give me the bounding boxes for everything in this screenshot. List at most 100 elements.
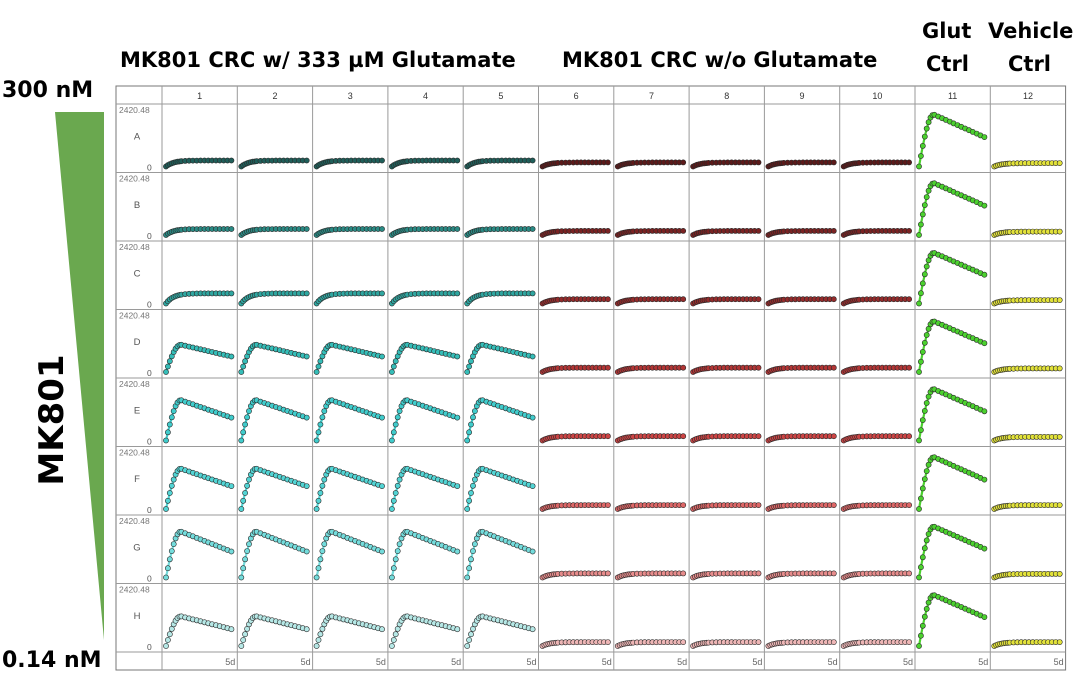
data-point — [315, 637, 322, 643]
data-point — [317, 358, 324, 365]
data-point — [1056, 502, 1063, 508]
data-point — [981, 476, 988, 483]
data-point — [321, 476, 328, 483]
data-point — [379, 548, 385, 555]
data-point — [605, 639, 611, 645]
data-point — [392, 490, 399, 496]
data-point — [923, 263, 930, 270]
data-point — [166, 490, 173, 496]
data-point — [242, 421, 248, 428]
data-point — [921, 545, 928, 552]
column-label: 10 — [872, 91, 882, 101]
data-point — [918, 358, 924, 365]
data-point — [471, 541, 478, 547]
data-point — [454, 483, 461, 489]
data-point — [923, 125, 930, 132]
data-point — [379, 626, 385, 633]
data-point — [919, 348, 926, 355]
data-point — [166, 358, 173, 365]
data-point — [918, 564, 924, 571]
data-point — [605, 364, 611, 371]
data-point — [163, 437, 169, 444]
column-label: 3 — [348, 91, 353, 101]
data-point — [321, 541, 328, 547]
data-point — [919, 417, 926, 423]
y-axis-max-label: 2420.48 — [119, 379, 150, 389]
data-point — [471, 476, 478, 483]
data-point — [317, 490, 324, 496]
data-point — [164, 497, 171, 504]
x-axis-end-label: 5d — [978, 657, 988, 667]
data-point — [918, 290, 924, 297]
data-point — [390, 363, 397, 370]
data-point — [390, 637, 397, 643]
data-point — [168, 548, 175, 554]
data-point — [918, 427, 924, 433]
data-point — [454, 414, 461, 421]
data-point — [319, 414, 326, 421]
data-point — [923, 468, 930, 474]
data-point — [170, 476, 177, 483]
data-point — [246, 408, 252, 414]
data-point — [919, 554, 926, 561]
data-point — [390, 429, 397, 436]
data-point — [906, 364, 912, 371]
data-point — [303, 353, 310, 360]
data-point — [468, 556, 474, 563]
data-point — [228, 290, 235, 297]
data-point — [454, 157, 461, 164]
data-point — [529, 626, 536, 633]
row-label: C — [134, 268, 141, 279]
row-label: E — [134, 405, 140, 416]
data-point — [921, 271, 928, 278]
data-point — [392, 631, 399, 638]
data-point — [163, 643, 169, 649]
data-point — [529, 226, 536, 232]
column-label: 11 — [948, 91, 957, 101]
data-point — [923, 606, 930, 612]
data-point — [916, 232, 922, 238]
data-point — [755, 570, 762, 577]
data-point — [303, 626, 310, 633]
data-point — [303, 157, 310, 164]
data-point — [315, 363, 322, 370]
data-point — [680, 570, 687, 577]
data-point — [918, 221, 924, 228]
data-point — [916, 437, 922, 444]
data-point — [454, 626, 461, 633]
data-point — [238, 369, 245, 375]
data-point — [919, 280, 926, 287]
data-point — [470, 482, 476, 489]
header-glut-ctrl-line1: Glut — [922, 19, 972, 43]
data-point — [170, 541, 177, 547]
y-axis-max-label: 2420.48 — [119, 448, 150, 458]
data-point — [680, 227, 687, 234]
data-point — [319, 482, 326, 489]
y-axis-min-label: 0 — [147, 300, 152, 310]
data-point — [228, 626, 235, 633]
data-point — [919, 211, 926, 218]
row-label: F — [134, 474, 140, 485]
data-point — [228, 414, 235, 421]
data-point — [388, 437, 395, 444]
row-label: B — [134, 200, 140, 211]
data-point — [906, 296, 912, 303]
data-point — [981, 271, 988, 278]
data-point — [470, 548, 476, 554]
data-point — [916, 369, 922, 375]
column-label: 12 — [1023, 91, 1033, 101]
data-point — [379, 290, 385, 297]
data-point — [1056, 160, 1063, 166]
column-label: 7 — [649, 91, 654, 101]
data-point — [238, 643, 245, 649]
data-point — [238, 574, 245, 581]
x-axis-end-label: 5d — [602, 657, 612, 667]
data-point — [244, 482, 250, 489]
row-label: A — [134, 131, 141, 142]
data-point — [921, 202, 928, 208]
data-point — [303, 483, 310, 489]
data-point — [164, 565, 171, 572]
data-point — [228, 157, 235, 164]
row-label: G — [133, 542, 140, 553]
